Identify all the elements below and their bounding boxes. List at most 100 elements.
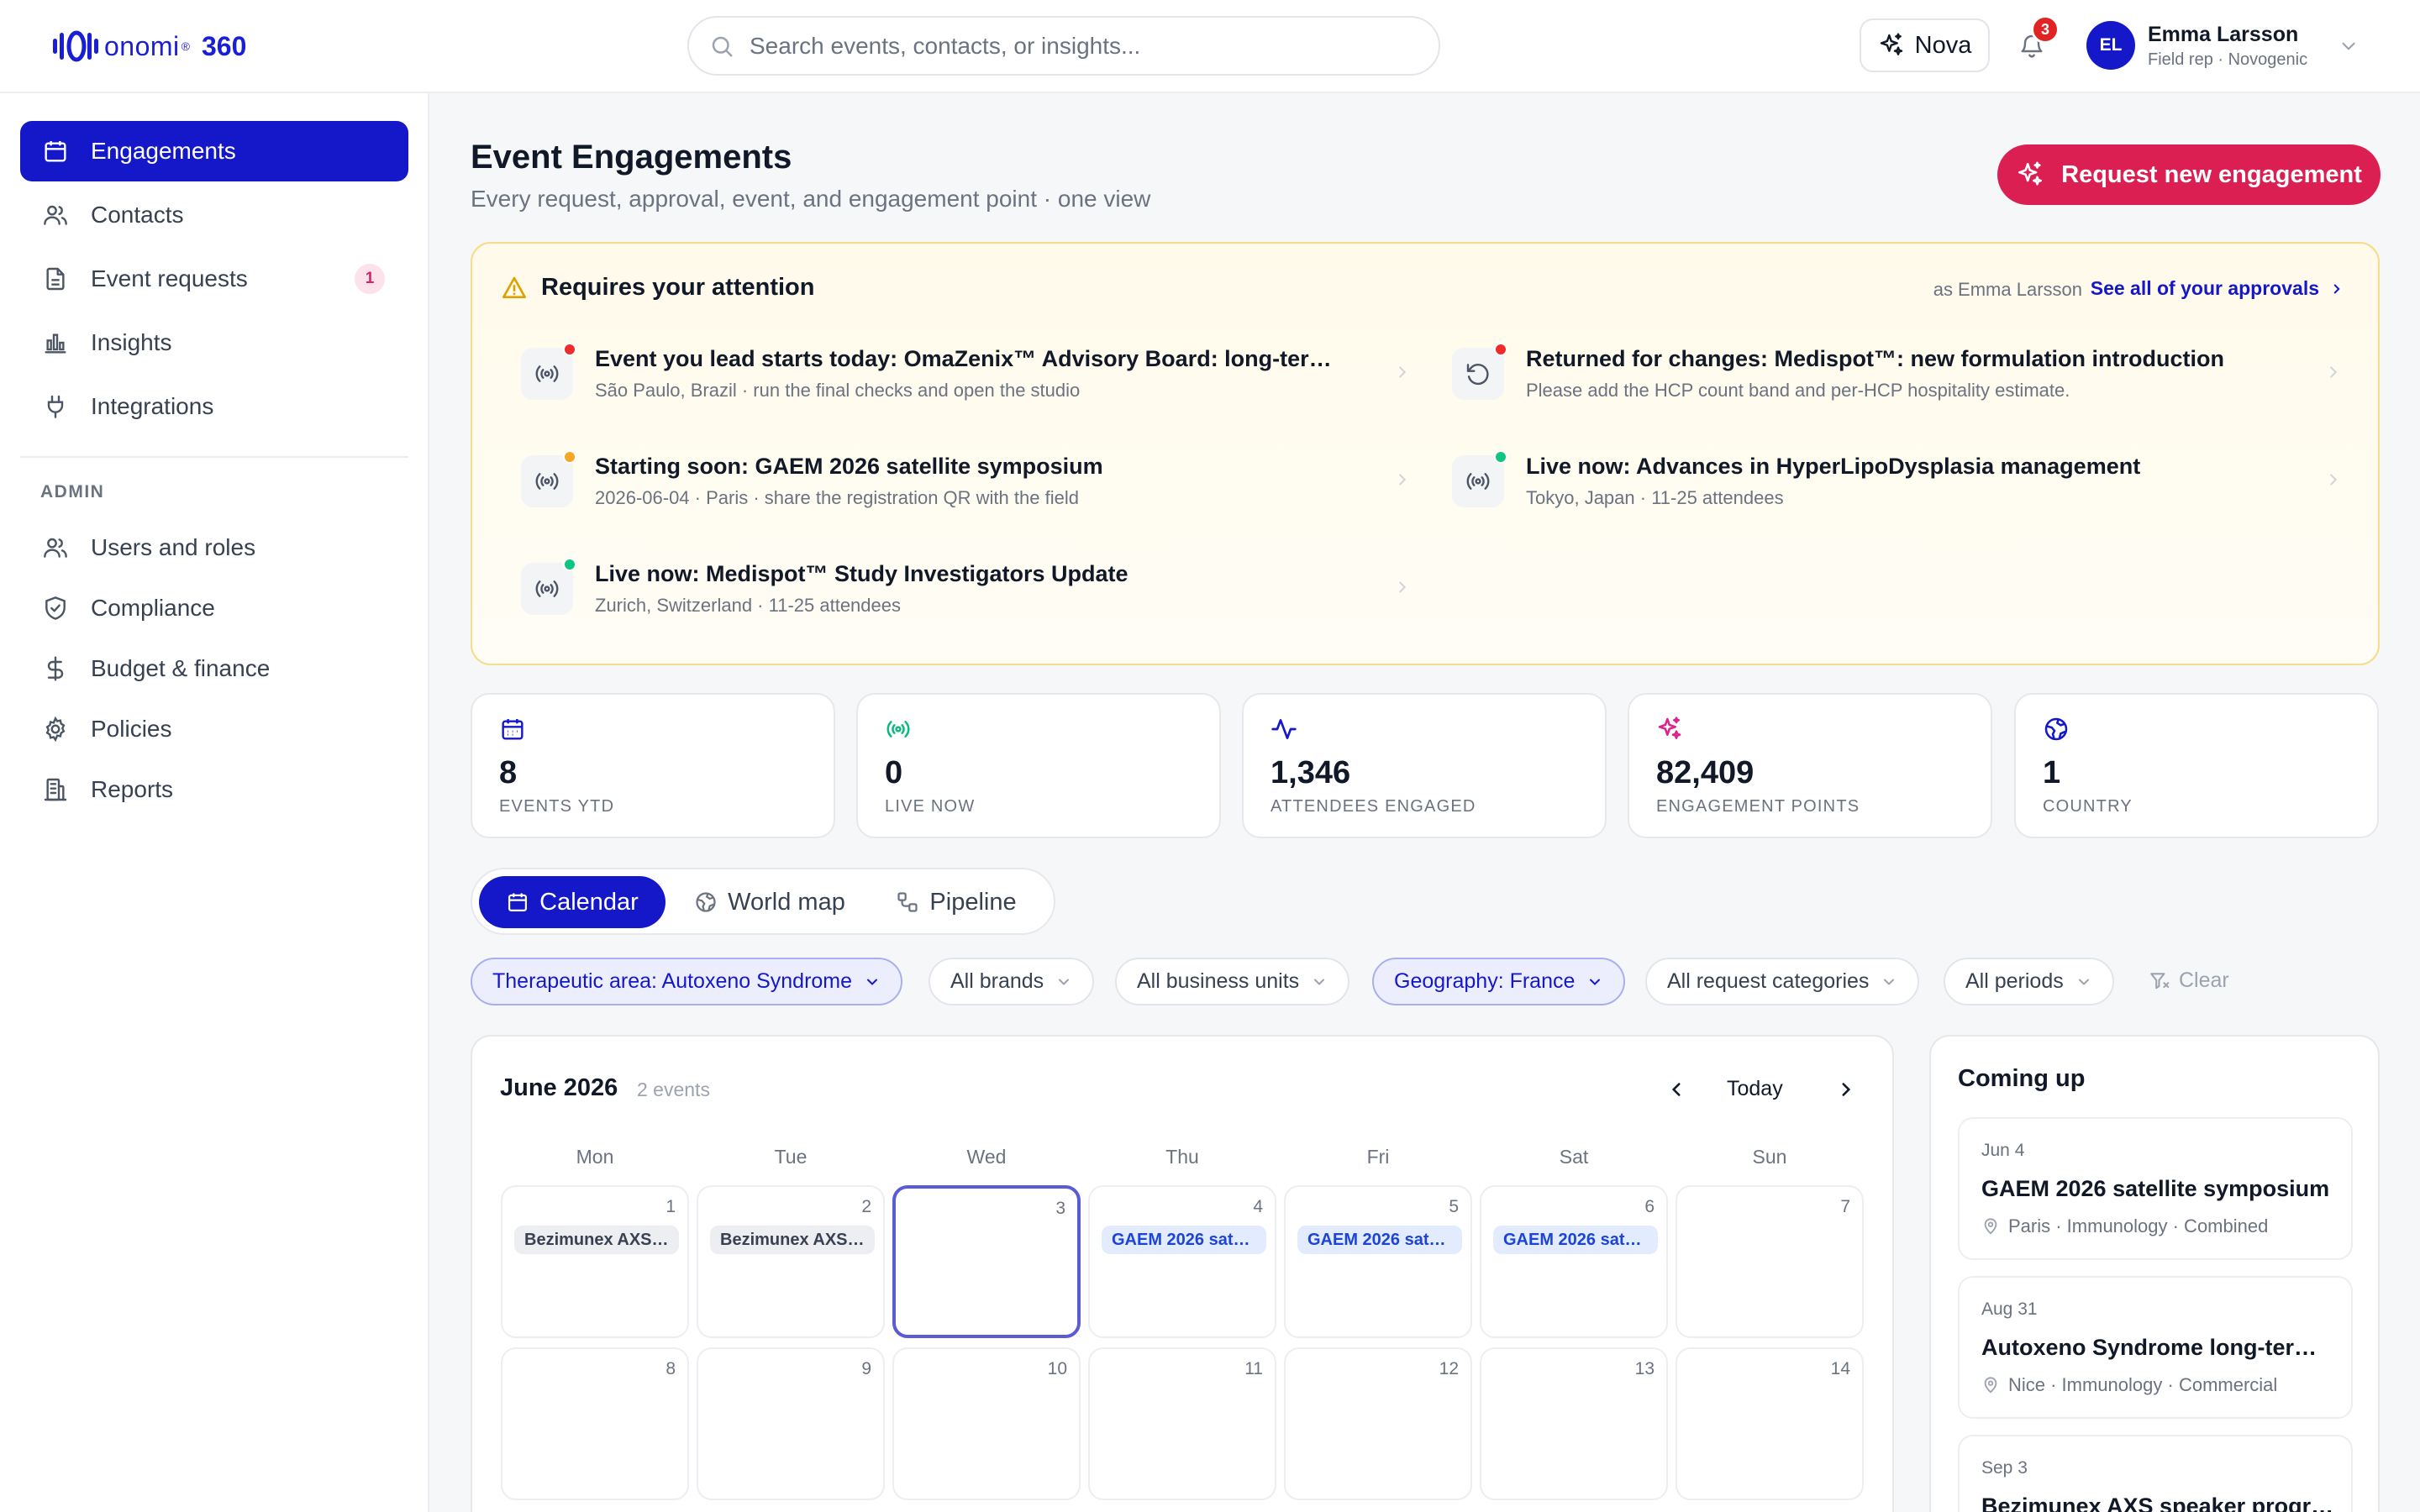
see-all-approvals-link[interactable]: See all of your approvals	[2091, 277, 2344, 300]
filter-request-categories[interactable]: All request categories	[1645, 958, 1920, 1005]
upcoming-event-date: Jun 4	[1981, 1141, 2025, 1160]
stat-value: 0	[885, 755, 903, 790]
onomi-logo-mark	[53, 30, 98, 62]
sparkles-icon	[2018, 161, 2043, 186]
filter-brands[interactable]: All brands	[929, 958, 1095, 1005]
nova-button[interactable]: Nova	[1860, 18, 1990, 72]
calendar-day[interactable]: 2 Bezimunex AXS speaker program	[697, 1185, 885, 1338]
search-bar[interactable]	[687, 16, 1440, 76]
calendar-day[interactable]: 13	[1480, 1347, 1668, 1500]
chevron-left-icon[interactable]	[1665, 1079, 1687, 1100]
attention-item-subtitle: São Paulo, Brazil · run the final checks…	[595, 380, 1081, 401]
chevron-right-icon	[1399, 366, 1407, 378]
sidebar-item-policies[interactable]: Policies	[20, 699, 408, 759]
broadcast-icon	[535, 473, 559, 490]
day-number: 3	[1055, 1199, 1065, 1218]
attention-item-icon-tile	[1452, 455, 1504, 507]
user-avatar[interactable]: EL	[2086, 21, 2135, 70]
attention-item-icon-tile	[1452, 348, 1504, 400]
upcoming-event-card[interactable]: Jun 4 GAEM 2026 satellite symposium Pari…	[1958, 1117, 2353, 1260]
attention-item[interactable]: Returned for changes: Medispot™: new for…	[1452, 343, 2343, 435]
status-dot	[1494, 343, 1507, 356]
weekday-header: Tue	[774, 1146, 808, 1168]
request-new-engagement-button[interactable]: Request new engagement	[1997, 144, 2381, 205]
day-number: 8	[666, 1359, 676, 1378]
filter-therapeutic-area[interactable]: Therapeutic area: Autoxeno Syndrome	[471, 958, 903, 1005]
filter-label: All periods	[1965, 969, 2064, 993]
chevron-right-icon[interactable]	[1835, 1079, 1857, 1100]
search-icon	[712, 36, 733, 56]
weekday-header: Mon	[576, 1146, 614, 1168]
calendar-day[interactable]: 9	[697, 1347, 885, 1500]
upcoming-event-card[interactable]: Aug 31 Autoxeno Syndrome long-term follo…	[1958, 1276, 2353, 1419]
attention-item[interactable]: Starting soon: GAEM 2026 satellite sympo…	[521, 450, 1412, 543]
calendar-day[interactable]: 4 GAEM 2026 satellite symposium	[1088, 1185, 1276, 1338]
today-button[interactable]: Today	[1727, 1077, 1783, 1100]
sidebar-item-event-requests[interactable]: Event requests 1	[20, 249, 408, 309]
sidebar-item-users-and-roles[interactable]: Users and roles	[20, 517, 408, 578]
calendar-day-today[interactable]: 3	[892, 1185, 1081, 1338]
calendar-day[interactable]: 7	[1676, 1185, 1864, 1338]
sidebar-divider	[20, 456, 408, 458]
notifications-button[interactable]: 3	[2011, 15, 2060, 67]
calendar-panel: June 2026 2 events Today Mon Tue Wed Thu…	[471, 1035, 1894, 1512]
filter-x-icon	[2150, 972, 2170, 989]
calendar-day[interactable]: 10	[892, 1347, 1081, 1500]
view-tabs: Calendar World map Pipeline	[471, 868, 1055, 935]
chevron-down-icon	[1590, 979, 1601, 985]
tab-pipeline[interactable]: Pipeline	[872, 876, 1040, 928]
stat-label: LIVE NOW	[885, 797, 976, 816]
calendar-day[interactable]: 5 GAEM 2026 satellite symposium	[1284, 1185, 1472, 1338]
tab-world-map[interactable]: World map	[674, 876, 865, 928]
upcoming-event-name: Autoxeno Syndrome long-term follow-up	[1981, 1335, 2334, 1360]
clear-filters-button[interactable]: Clear	[2149, 969, 2229, 993]
sidebar-item-compliance[interactable]: Compliance	[20, 578, 408, 638]
sidebar-item-engagements[interactable]: Engagements	[20, 121, 408, 181]
calendar-event-chip[interactable]: Bezimunex AXS speaker program	[710, 1226, 875, 1254]
admin-section-heading: ADMIN	[40, 482, 105, 501]
attention-item-title: Live now: Advances in HyperLipoDysplasia…	[1526, 454, 2141, 479]
tab-calendar[interactable]: Calendar	[479, 876, 666, 928]
calendar-event-chip[interactable]: GAEM 2026 satellite symposium	[1297, 1226, 1462, 1254]
calendar-day[interactable]: 8	[501, 1347, 689, 1500]
sidebar-item-integrations[interactable]: Integrations	[20, 376, 408, 437]
chevron-right-icon	[2330, 366, 2338, 378]
calendar-day[interactable]: 11	[1088, 1347, 1276, 1500]
sidebar-item-contacts[interactable]: Contacts	[20, 185, 408, 245]
sidebar-item-reports[interactable]: Reports	[20, 759, 408, 820]
upcoming-event-card[interactable]: Sep 3 Bezimunex AXS speaker program	[1958, 1435, 2353, 1512]
filter-geography[interactable]: Geography: France	[1372, 958, 1626, 1005]
filter-periods[interactable]: All periods	[1944, 958, 2114, 1005]
day-number: 5	[1449, 1197, 1459, 1216]
broadcast-icon	[1466, 473, 1490, 490]
calendar-day[interactable]: 1 Bezimunex AXS speaker program	[501, 1185, 689, 1338]
attention-item[interactable]: Live now: Medispot™ Study Investigators …	[521, 558, 1412, 650]
pipeline-icon	[897, 892, 918, 912]
calendar-day[interactable]: 6 GAEM 2026 satellite symposium	[1480, 1185, 1668, 1338]
chevron-down-icon	[1059, 979, 1070, 985]
user-name[interactable]: Emma Larsson	[2148, 23, 2299, 46]
sidebar-item-insights[interactable]: Insights	[20, 312, 408, 373]
plug-icon	[40, 391, 71, 422]
day-number: 9	[861, 1359, 871, 1378]
upcoming-event-meta: Paris · Immunology · Combined	[1981, 1215, 2268, 1237]
sidebar-item-budget-finance[interactable]: Budget & finance	[20, 638, 408, 699]
attention-item[interactable]: Event you lead starts today: OmaZenix™ A…	[521, 343, 1412, 435]
app-logo[interactable]: onomi ® 360	[50, 25, 246, 67]
calendar-event-chip[interactable]: Bezimunex AXS speaker program	[514, 1226, 679, 1254]
calendar-day[interactable]: 14	[1676, 1347, 1864, 1500]
calendar-day[interactable]: 12	[1284, 1347, 1472, 1500]
globe-icon	[2044, 717, 2068, 741]
calendar-icon	[40, 136, 71, 166]
calendar-event-chip[interactable]: GAEM 2026 satellite symposium	[1102, 1226, 1266, 1254]
filter-business-units[interactable]: All business units	[1115, 958, 1350, 1005]
page-subtitle: Every request, approval, event, and enga…	[471, 186, 1151, 212]
day-number: 13	[1634, 1359, 1655, 1378]
status-dot	[1494, 450, 1507, 464]
weekday-header: Wed	[966, 1146, 1007, 1168]
calendar-event-chip[interactable]: GAEM 2026 satellite symposium	[1493, 1226, 1658, 1254]
chevron-down-icon[interactable]	[2338, 35, 2360, 57]
search-input[interactable]	[750, 32, 1405, 60]
attention-item[interactable]: Live now: Advances in HyperLipoDysplasia…	[1452, 450, 2343, 543]
broadcast-icon	[535, 580, 559, 597]
